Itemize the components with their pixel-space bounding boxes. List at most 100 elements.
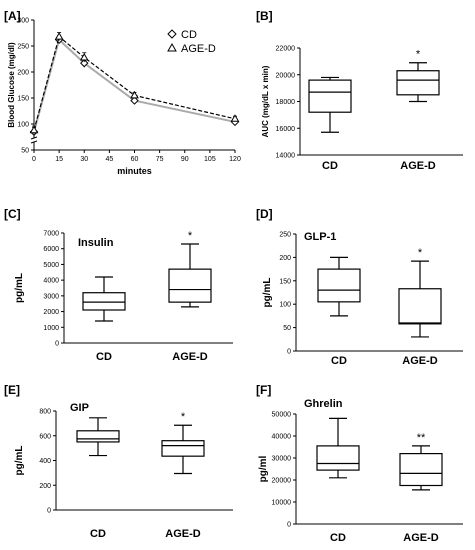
y-tick-label-f: 10000	[272, 500, 292, 507]
box-f-age-d	[399, 445, 443, 491]
x-tick-label-a: 120	[229, 156, 241, 163]
x-tick-label-a: 90	[181, 156, 189, 163]
y-tick-label-e: 600	[39, 433, 51, 440]
y-tick-label-f: 0	[287, 522, 291, 529]
y-axis-break-mark	[30, 136, 38, 140]
significance-marker-f: **	[417, 432, 426, 444]
box-d-cd	[317, 256, 361, 317]
y-tick-label-c: 7000	[43, 231, 59, 238]
chart-title-d: GLP-1	[304, 231, 336, 243]
y-axis-break-mark	[30, 140, 38, 144]
box-iqr	[398, 288, 442, 325]
box-d-age-d	[398, 260, 442, 338]
box-iqr	[396, 70, 440, 96]
y-tick-label-e: 200	[39, 483, 51, 490]
box-iqr	[82, 292, 126, 311]
category-label-f-cd: CD	[330, 532, 346, 544]
category-label-f-age-d: AGE-D	[403, 532, 439, 544]
y-axis-label-a: Blood Glucose (mg/dl)	[7, 42, 16, 128]
panel-label-e: [E]	[4, 383, 20, 397]
x-tick-label-a: 105	[204, 156, 216, 163]
box-b-age-d	[396, 62, 440, 103]
box-c-cd	[82, 276, 126, 322]
marker-age-d	[79, 52, 89, 61]
category-label-d-cd: CD	[331, 355, 347, 367]
y-tick-label-b: 16000	[276, 126, 296, 133]
category-label-b-cd: CD	[322, 160, 338, 172]
legend-marker-age-d	[167, 42, 177, 52]
y-tick-label-c: 0	[55, 341, 59, 348]
box-iqr	[76, 430, 120, 443]
panel-label-c: [C]	[4, 207, 21, 221]
y-tick-label-c: 2000	[43, 309, 59, 316]
y-tick-label-d: 200	[279, 255, 291, 262]
chart-title-f: Ghrelin	[304, 398, 343, 410]
x-tick-label-a: 45	[105, 156, 113, 163]
category-label-e-cd: CD	[90, 528, 106, 540]
chart-title-e: GIP	[70, 402, 89, 414]
category-label-c-age-d: AGE-D	[172, 351, 208, 363]
y-axis-label-d: pg/mL	[262, 278, 273, 308]
box-c-age-d	[168, 243, 212, 308]
y-axis-label-b: AUC (mg/dL x min)	[261, 65, 270, 137]
box-iqr	[308, 79, 352, 113]
box-e-age-d	[161, 424, 205, 475]
box-iqr	[317, 268, 361, 303]
chart-title-c: Insulin	[78, 237, 114, 249]
panel-label-f: [F]	[256, 383, 271, 397]
y-tick-label-c: 4000	[43, 278, 59, 285]
y-axis-label-f: pg/ml	[258, 455, 269, 482]
y-tick-label-c: 5000	[43, 262, 59, 269]
box-iqr	[316, 445, 360, 471]
y-tick-label-a: 200	[17, 70, 29, 77]
significance-marker-d: *	[418, 247, 423, 259]
significance-marker-c: *	[188, 230, 193, 242]
box-f-cd	[316, 417, 360, 479]
significance-marker-b: *	[416, 49, 421, 61]
significance-marker-e: *	[181, 411, 186, 423]
y-tick-label-c: 1000	[43, 325, 59, 332]
x-tick-label-a: 60	[131, 156, 139, 163]
y-tick-label-f: 30000	[272, 456, 292, 463]
legend-marker-cd	[167, 29, 177, 39]
panel-label-b: [B]	[256, 9, 273, 23]
y-tick-label-d: 50	[283, 325, 291, 332]
y-tick-label-c: 3000	[43, 293, 59, 300]
box-e-cd	[76, 417, 120, 457]
y-tick-label-a: 250	[17, 44, 29, 51]
box-b-cd	[308, 76, 352, 133]
marker-age-d	[29, 125, 39, 134]
y-tick-label-b: 20000	[276, 72, 296, 79]
panel-label-d: [D]	[256, 207, 273, 221]
y-axis-label-c: pg/mL	[14, 273, 25, 303]
y-axis-label-e: pg/mL	[14, 446, 25, 476]
box-iqr	[168, 268, 212, 303]
y-tick-label-c: 6000	[43, 246, 59, 253]
legend-label-age-d: AGE-D	[181, 43, 216, 55]
marker-cd	[130, 96, 139, 105]
y-tick-label-b: 22000	[276, 46, 296, 53]
x-tick-label-a: 30	[80, 156, 88, 163]
panel-label-a: [A]	[4, 9, 21, 23]
marker-age-d	[230, 114, 240, 122]
y-tick-label-f: 20000	[272, 478, 292, 485]
marker-age-d	[130, 90, 139, 99]
y-tick-label-d: 150	[279, 278, 291, 285]
box-iqr	[399, 453, 443, 487]
marker-age-d	[54, 32, 64, 40]
y-tick-label-f: 40000	[272, 434, 292, 441]
y-tick-label-e: 400	[39, 458, 51, 465]
box-iqr	[161, 440, 205, 457]
category-label-c-cd: CD	[96, 351, 112, 363]
legend-label-cd: CD	[181, 29, 197, 41]
y-tick-label-a: 100	[17, 122, 29, 129]
x-tick-label-a: 15	[55, 156, 63, 163]
marker-cd	[80, 58, 89, 68]
category-label-d-age-d: AGE-D	[402, 355, 438, 367]
y-tick-label-b: 14000	[276, 153, 296, 160]
y-tick-label-a: 300	[17, 18, 29, 25]
y-tick-label-e: 800	[39, 409, 51, 416]
y-tick-label-b: 18000	[276, 99, 296, 106]
x-tick-label-a: 0	[32, 156, 36, 163]
